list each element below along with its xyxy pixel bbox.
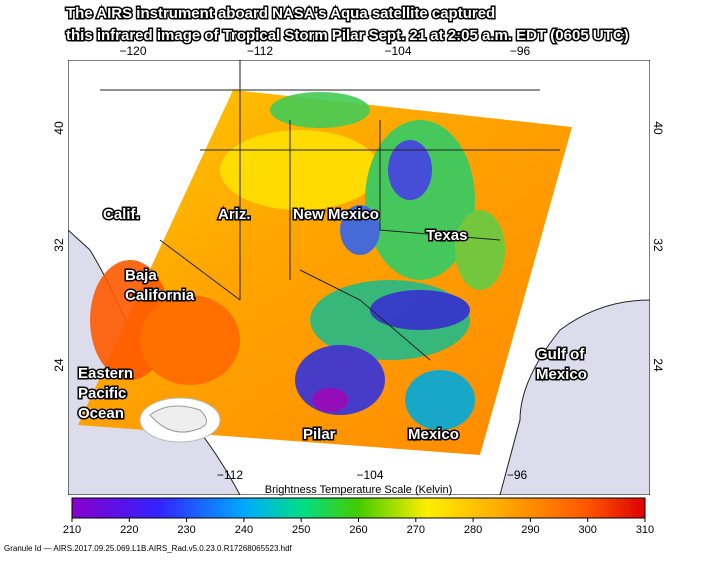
map-label: Eastern xyxy=(78,365,133,382)
map-label: Pacific xyxy=(78,385,126,402)
map-label: Baja xyxy=(125,267,157,284)
colorbar-tick-label: 310 xyxy=(636,524,654,536)
lat-tick-label: 24 xyxy=(651,358,665,372)
colorbar xyxy=(71,497,646,519)
map-label: Mexico xyxy=(408,426,459,443)
colorbar-tick-label: 270 xyxy=(407,524,425,536)
inset-globe xyxy=(139,397,221,443)
lat-tick-label: 32 xyxy=(651,238,665,252)
lon-tick-label: −96 xyxy=(507,468,528,482)
colorbar-tick-label: 240 xyxy=(235,524,253,536)
map-label: California xyxy=(125,287,195,304)
lon-tick-label: −112 xyxy=(247,44,273,58)
colorbar-tick-label: 280 xyxy=(464,524,482,536)
lon-tick-label: −112 xyxy=(217,468,243,482)
map-label: Ariz. xyxy=(218,206,251,223)
map-label: Calif. xyxy=(103,206,140,223)
lat-tick-label: 40 xyxy=(651,121,665,135)
lon-tick-label: −104 xyxy=(356,468,383,482)
lat-tick-label: 40 xyxy=(52,121,66,135)
lon-tick-label: −104 xyxy=(384,44,411,58)
map xyxy=(68,60,650,495)
map-label: Gulf of xyxy=(536,346,585,363)
colorbar-tick-label: 220 xyxy=(120,524,138,536)
granule-id: Granule Id — AIRS.2017.09.25.069.L1B.AIR… xyxy=(4,544,293,553)
map-label: Mexico xyxy=(536,366,587,383)
colorbar-tick-label: 260 xyxy=(349,524,367,536)
title-line: The AIRS instrument aboard NASA's Aqua s… xyxy=(66,5,495,22)
lat-tick-label: 24 xyxy=(52,358,66,372)
colorbar-label: Brightness Temperature Scale (Kelvin) xyxy=(265,484,453,496)
colorbar-tick-label: 300 xyxy=(579,524,597,536)
title-line: this infrared image of Tropical Storm Pi… xyxy=(66,27,629,44)
map-label: Pilar xyxy=(303,426,336,443)
colorbar-tick-label: 290 xyxy=(521,524,539,536)
colorbar-tick-label: 210 xyxy=(63,524,81,536)
map-label: Texas xyxy=(426,227,467,244)
lon-tick-label: −120 xyxy=(119,44,146,58)
state-borders xyxy=(100,60,560,361)
map-label: New Mexico xyxy=(293,206,379,223)
colorbar-tick-label: 250 xyxy=(292,524,310,536)
lat-tick-label: 32 xyxy=(52,238,66,252)
map-label: Ocean xyxy=(78,405,124,422)
colorbar-tick-label: 230 xyxy=(177,524,195,536)
lon-tick-label: −96 xyxy=(510,44,531,58)
